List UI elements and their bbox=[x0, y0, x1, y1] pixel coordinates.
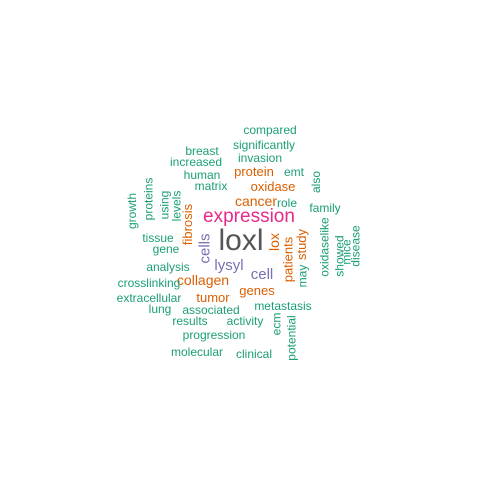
word-fibrosis: fibrosis bbox=[180, 203, 196, 245]
word-growth: growth bbox=[125, 192, 139, 230]
word-patients: patients bbox=[280, 236, 296, 282]
word-invasion: invasion bbox=[237, 151, 283, 165]
word-molecular: molecular bbox=[170, 345, 224, 359]
word-cell: cell bbox=[250, 265, 274, 283]
word-using: using bbox=[157, 190, 171, 220]
word-compared: compared bbox=[243, 123, 297, 137]
word-crosslinking: crosslinking bbox=[117, 276, 181, 290]
word-lysyl: lysyl bbox=[214, 256, 244, 274]
word-increased: increased bbox=[169, 155, 223, 169]
word-levels: levels bbox=[169, 190, 183, 222]
word-tumor: tumor bbox=[196, 289, 230, 305]
word-ecm: ecm bbox=[268, 312, 283, 336]
word-analysis: analysis bbox=[146, 260, 190, 274]
word-also: also bbox=[308, 170, 323, 194]
word-results: results bbox=[172, 314, 208, 328]
word-family: family bbox=[309, 201, 341, 215]
word-expression: expression bbox=[203, 205, 295, 227]
word-gene: gene bbox=[152, 242, 180, 256]
word-genes: genes bbox=[239, 282, 275, 298]
word-metastasis: metastasis bbox=[254, 299, 312, 313]
word-oxidaselike: oxidaselike bbox=[318, 217, 332, 277]
word-activity: activity bbox=[226, 314, 264, 328]
word-emt: emt bbox=[283, 165, 304, 179]
word-potential: potential bbox=[285, 315, 299, 361]
word-significantly: significantly bbox=[232, 138, 296, 152]
word-study: study bbox=[294, 228, 310, 260]
word-extracellular: extracellular bbox=[116, 291, 182, 305]
word-human: human bbox=[183, 168, 221, 182]
word-matrix: matrix bbox=[194, 179, 228, 193]
word-disease: disease bbox=[349, 225, 363, 267]
word-lox: lox bbox=[266, 233, 282, 251]
word-clinical: clinical bbox=[235, 347, 272, 361]
word-protein: protein bbox=[234, 163, 274, 179]
word-lung: lung bbox=[148, 302, 172, 316]
word-progression: progression bbox=[182, 328, 246, 342]
word-cancer: cancer bbox=[234, 193, 278, 209]
word-collagen: collagen bbox=[176, 272, 230, 288]
word-breast: breast bbox=[185, 144, 219, 158]
word-role: role bbox=[276, 196, 297, 210]
word-cells: cells bbox=[196, 232, 214, 264]
word-proteins: proteins bbox=[140, 177, 155, 221]
word-tissue: tissue bbox=[142, 231, 174, 245]
word-oxidase: oxidase bbox=[250, 178, 296, 194]
word-associated: associated bbox=[182, 303, 240, 317]
word-loxl: loxl bbox=[218, 224, 264, 257]
word-may: may bbox=[294, 264, 309, 288]
